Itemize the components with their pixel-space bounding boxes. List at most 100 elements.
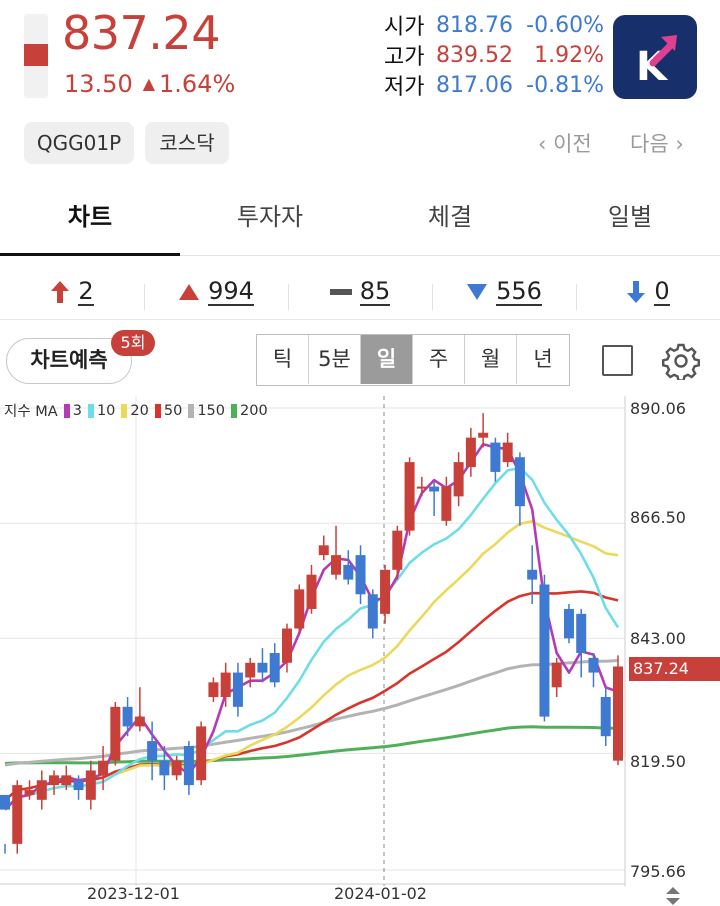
y-tick-label: 843.00 [630,629,686,648]
breadth-value: 2 [78,276,94,306]
candle-body [12,785,23,844]
brand-logo[interactable]: K [613,15,697,99]
candle-body [453,462,464,497]
candle-body [600,697,611,737]
change-percent: 1.64% [159,70,236,98]
candle-body [171,760,182,776]
prev-button[interactable]: ‹ 이전 [538,132,592,156]
compare-checkbox[interactable] [602,345,633,376]
moving-average-lines [4,442,620,811]
open-percent: -0.60% [526,12,604,38]
chart-grid [0,396,626,886]
candle-body [404,462,415,531]
legend-ma150: 150 [197,402,225,419]
candle-body [465,437,476,468]
ma-150-line [4,659,619,767]
predict-count-badge: 5회 [111,330,155,356]
gear-icon[interactable] [662,342,700,380]
price-range-bar [24,14,48,98]
candle-body [147,741,158,761]
candle-body [490,442,501,472]
breadth-flat[interactable]: 85 [288,276,432,310]
candle-body [36,780,47,800]
open-value: 818.76 [436,12,513,38]
high-value: 839.52 [436,42,513,68]
breadth-value: 0 [654,276,670,306]
tab-investor[interactable]: 투자자 [236,203,304,231]
high-label: 고가 [384,45,425,70]
candles [0,413,623,854]
candle-body [73,780,84,791]
change-value: 13.50 [64,70,133,98]
candle-body [49,775,60,786]
candle-body [478,432,489,438]
candle-body [220,672,231,698]
breadth-rise[interactable]: 994 [144,276,288,310]
breadth-upper-limit[interactable]: 2 [0,278,144,306]
legend-prefix: 지수 MA [4,404,58,420]
ohl-panel: 시가 818.76 -0.60% 고가 839.52 1.92% 저가 817.… [384,10,604,101]
candle-body [514,457,525,507]
candle-body [539,584,550,717]
candle-body [441,486,452,521]
current-price: 837.24 [62,6,220,60]
high-row: 고가 839.52 1.92% [384,40,604,71]
candle-body [85,770,96,800]
legend-ma10: 10 [96,402,116,419]
candle-body [355,555,366,595]
candle-body [318,545,329,556]
candle-body [576,613,587,653]
candle-body [245,662,256,678]
candle-body [613,666,623,761]
breadth-value: 994 [208,276,254,306]
open-row: 시가 818.76 -0.60% [384,10,604,41]
tab-chart[interactable]: 차트 [0,180,180,256]
period-year[interactable]: 년 [533,347,553,371]
candle-body [343,564,354,580]
candle-body [306,574,317,609]
period-5min[interactable]: 5분 [309,335,361,384]
period-day[interactable]: 일 [361,335,413,384]
high-percent: 1.92% [534,42,604,68]
period-selector: 틱 5분 일 주 월 년 [256,334,570,386]
breadth-fall[interactable]: 556 [432,278,576,310]
candle-body [281,628,292,663]
lower-limit-arrow-icon [627,280,646,303]
k-logo-icon: K [636,35,677,90]
period-month[interactable]: 월 [465,335,517,384]
code-chip[interactable]: QGG01P [24,122,134,164]
x-tick-label: 2023-12-01 [87,884,180,903]
upper-limit-arrow-icon [51,280,70,303]
up-triangle-icon: ▲ [142,74,156,93]
last-price-tag: 837.24 [629,657,720,681]
period-week[interactable]: 주 [413,335,465,384]
tab-daily[interactable]: 일별 [607,203,653,231]
candlestick-chart[interactable] [0,396,720,906]
breadth-value: 85 [359,276,391,306]
tab-trades[interactable]: 체결 [427,203,473,231]
legend-ma20: 20 [130,402,149,419]
candle-body [563,608,574,639]
candle-body [122,706,133,727]
x-tick-label: 2024-01-02 [334,884,427,903]
candle-body [527,569,538,580]
candle-body [588,657,599,673]
market-breadth: 2 994 85 556 0 [0,264,720,320]
candle-body [416,486,427,489]
open-label: 시가 [384,15,425,40]
legend-ma50: 50 [163,402,183,419]
ma-legend: 지수 MA 3 10 20 50 150 200 [4,400,268,421]
scroll-handle-icon[interactable] [664,886,682,906]
candle-body [24,790,35,795]
candle-body [183,745,194,786]
y-tick-label: 795.66 [630,862,686,881]
next-button[interactable]: 다음 › [630,132,684,156]
period-tick[interactable]: 틱 [257,335,309,384]
market-chip[interactable]: 코스닥 [145,122,229,164]
candle-body [551,662,562,688]
breadth-lower-limit[interactable]: 0 [576,276,720,310]
fall-triangle-icon [467,283,488,300]
low-label: 저가 [384,75,425,100]
candle-body [110,706,121,761]
candle-body [61,775,72,786]
